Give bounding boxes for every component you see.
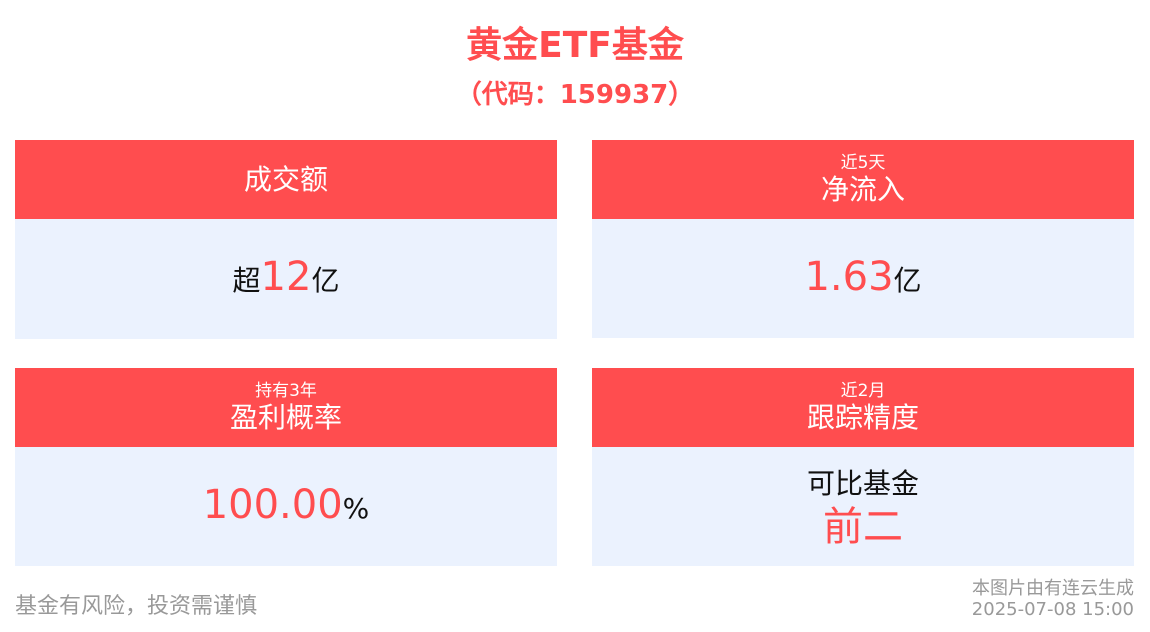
value-rank: 前二	[823, 503, 903, 550]
value-number: 100.00	[202, 481, 343, 528]
card-turnover: 成交额 超12亿	[15, 140, 557, 339]
value-prefix: 超	[232, 264, 261, 297]
credit-text: 本图片由有连云生成	[972, 578, 1134, 599]
card-label: 跟踪精度	[806, 400, 919, 434]
card-label: 盈利概率	[229, 400, 342, 434]
card-profit-probability: 持有3年 盈利概率 100.00%	[15, 368, 557, 566]
card-label: 成交额	[243, 162, 328, 196]
card-net-inflow: 近5天 净流入 1.63亿	[592, 140, 1134, 338]
card-period: 近5天	[840, 152, 886, 173]
card-label: 净流入	[820, 172, 905, 206]
fund-code: （代码：159937）	[455, 80, 695, 110]
value-unit: 亿	[893, 263, 922, 297]
credit: 本图片由有连云生成 2025-07-08 15:00	[972, 578, 1134, 620]
value-number: 1.63	[804, 253, 894, 300]
value-line1: 可比基金	[806, 466, 919, 500]
card-period: 近2月	[840, 380, 886, 401]
card-tracking-accuracy: 近2月 跟踪精度 可比基金 前二	[592, 368, 1134, 566]
risk-disclaimer: 基金有风险，投资需谨慎	[15, 594, 258, 619]
page-title: 黄金ETF基金	[466, 25, 684, 66]
card-period: 持有3年	[255, 380, 317, 401]
value-number: 12	[260, 254, 312, 300]
value-unit: %	[342, 491, 370, 525]
value-unit: 亿	[311, 264, 340, 297]
timestamp: 2025-07-08 15:00	[971, 599, 1134, 620]
